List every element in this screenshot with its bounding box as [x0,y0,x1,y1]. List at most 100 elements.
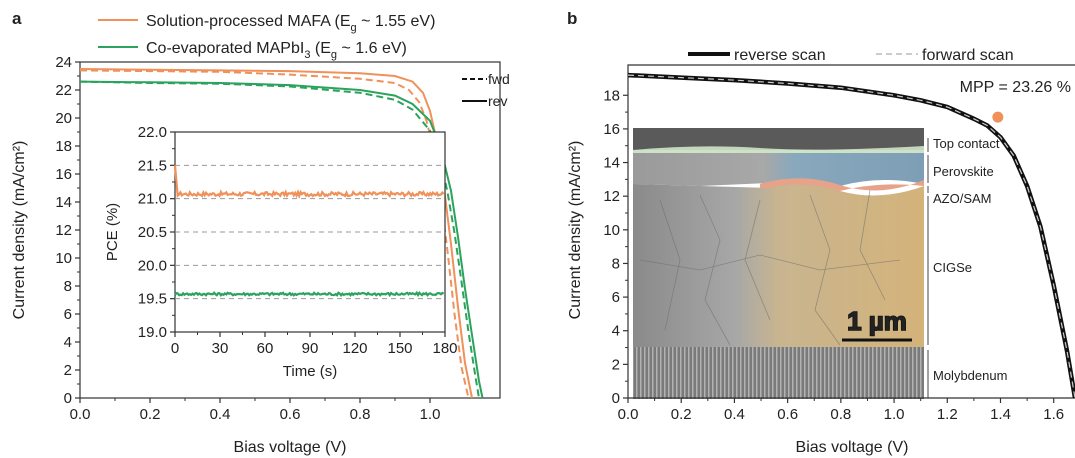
a-y-tick-label: 20 [55,110,72,127]
pce-trace-mafa [173,165,445,200]
inset-x-tick-label: 30 [212,340,229,357]
inset-grid [175,164,445,300]
sem-top-dark-band [633,128,924,150]
b-y-tick-label: 2 [612,356,620,373]
inset-x-axis-label: Time (s) [283,363,337,380]
legend-a-label-mafa: Solution-processed MAFA (Eg ~ 1.55 eV) [146,13,435,34]
jv-curve-mafa-rev [80,68,473,398]
sem-cigse-layer [633,184,924,347]
legend-b-forward-label: forward scan [922,47,1014,64]
inset-x-tick-label: 120 [342,340,367,357]
b-y-tick-label: 18 [603,87,620,104]
a-y-tick-label: 14 [55,194,72,211]
a-y-tick-label: 8 [64,278,72,295]
b-x-tick-label: 0.6 [777,406,798,423]
a-y-tick-label: 2 [64,362,72,379]
inset-x-tick-label: 180 [432,340,457,357]
jv-curve-mapbi-rev [80,80,484,398]
b-x-tick-label: 0.0 [618,406,639,423]
a-x-tick-label: 0.4 [210,406,231,423]
b-x-tick-label: 1.4 [990,406,1011,423]
a-y-tick-label: 22 [55,82,72,99]
y-axis-label-a: Current density (mA/cm²) [11,141,28,320]
inset-y-tick-label: 21.5 [138,157,167,174]
b-x-tick-label: 1.2 [937,406,958,423]
inset-y-tick-label: 19.5 [138,291,167,308]
curves-a [80,68,484,398]
panel-a-letter: a [12,9,22,28]
mpp-label: MPP = 23.26 % [960,79,1071,96]
b-y-tick-label: 16 [603,121,620,138]
curves-b [628,72,1075,398]
x-axis-label-b: Bias voltage (V) [796,439,909,456]
layer-label-azo-sam: AZO/SAM [933,191,992,206]
legend-a-fwd-label: fwd [488,71,510,87]
inset-x-tick-label: 150 [387,340,412,357]
a-y-tick-label: 0 [64,390,72,407]
legend-a-rev-label: rev [488,93,507,109]
panel-b-letter: b [567,9,577,28]
a-x-tick-label: 0.8 [350,406,371,423]
inset-y-tick-label: 20.5 [138,224,167,241]
b-y-tick-label: 6 [612,289,620,306]
sem-perovskite-layer [633,153,924,191]
legend-b-reverse-label: reverse scan [734,47,826,64]
b-x-tick-label: 0.8 [830,406,851,423]
b-x-tick-label: 0.2 [671,406,692,423]
inset-curves [173,165,445,298]
a-y-tick-label: 10 [55,250,72,267]
legend-a: Solution-processed MAFA (Eg ~ 1.55 eV) C… [98,13,435,61]
inset-y-ticks: 19.0 19.5 20.0 20.5 21.0 21.5 22.0 [138,124,175,341]
x-axis-label-a: Bias voltage (V) [234,439,347,456]
inset-x-tick-label: 60 [257,340,274,357]
a-y-tick-label: 24 [55,54,72,71]
layer-label-top-contact: Top contact [933,136,1000,151]
a-x-tick-label: 0.2 [140,406,161,423]
b-x-tick-label: 1.0 [884,406,905,423]
sem-top-contact-glow [633,146,924,153]
b-y-tick-label: 0 [612,390,620,407]
inset-y-tick-label: 21.0 [138,191,167,208]
a-x-tick-label: 0.0 [70,406,91,423]
legend-a-label-mapbi: Co-evaporated MAPbI3 (Eg ~ 1.6 eV) [146,40,407,61]
a-y-tick-label: 18 [55,138,72,155]
sem-molybdenum-layer [633,347,924,399]
layer-label-perovskite: Perovskite [933,164,994,179]
axes-b: 0.0 0.2 0.4 0.6 0.8 1.0 1.2 1.4 1.6 0 2 4 6 8 10 12 14 1… [567,64,1075,456]
legend-a-scan: fwd rev [462,71,510,109]
sem-scale-bar-label: 1 µm [847,306,907,336]
a-x-tick-label: 0.6 [280,406,301,423]
b-y-tick-label: 14 [603,155,620,172]
a-x-tick-label: 1.0 [420,406,441,423]
y-ticks-b: 0 2 4 6 8 10 12 14 16 18 [603,87,628,407]
jv-curve-mafa-fwd [80,69,470,398]
b-y-tick-label: 8 [612,255,620,272]
pce-trace-mapbi [174,290,445,298]
plot-frame-b [627,64,1075,399]
b-x-tick-label: 1.6 [1043,406,1064,423]
mpp-marker [992,111,1004,123]
a-y-tick-label: 16 [55,166,72,183]
inset-x-ticks: 0 30 60 90 120 150 180 [171,332,458,357]
layer-labels: Top contact Perovskite AZO/SAM CIGSe Mol… [933,136,1007,383]
jv-curve-forward-scan [628,74,1075,398]
y-axis-label-b: Current density (mA/cm²) [567,141,584,320]
axes-a: 0.0 0.2 0.4 0.6 0.8 1.0 024681012141618202224… [11,54,501,456]
b-y-tick-label: 12 [603,188,620,205]
layer-label-molybdenum: Molybdenum [933,368,1007,383]
a-y-tick-label: 4 [64,334,72,351]
b-x-tick-label: 0.4 [724,406,745,423]
inset-y-tick-label: 19.0 [138,324,167,341]
b-y-tick-label: 4 [612,323,620,340]
inset-chart: 0 30 60 90 120 150 180 19.0 19.5 20.0 20.5 21.0 21.… [104,124,458,380]
sem-cross-section-image: 1 µm [633,128,929,399]
inset-y-tick-label: 20.0 [138,257,167,274]
x-ticks-b: 0.0 0.2 0.4 0.6 0.8 1.0 1.2 1.4 1.6 [618,398,1064,423]
inset-x-tick-label: 90 [302,340,319,357]
inset-y-tick-label: 22.0 [138,124,167,141]
x-ticks-a: 0.0 0.2 0.4 0.6 0.8 1.0 [70,398,441,423]
jv-curve-mapbi-fwd [80,80,480,398]
b-y-tick-label: 10 [603,222,620,239]
